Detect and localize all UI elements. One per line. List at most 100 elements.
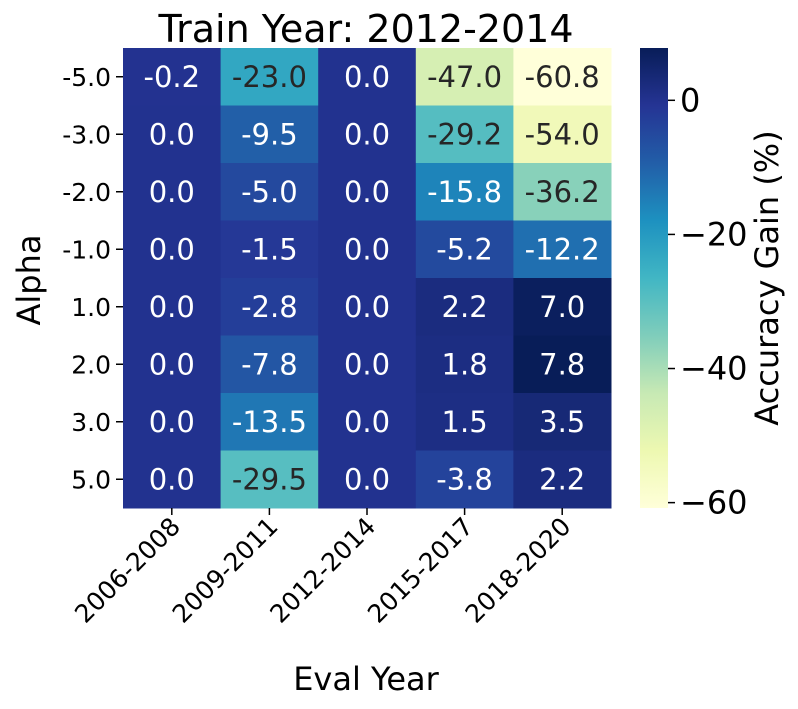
cell-value-label: 7.0 [539, 290, 585, 324]
cell-value-label: 0.0 [344, 117, 390, 151]
heatmap-cell [513, 48, 612, 106]
colorbar-tick-label: −60 [680, 484, 748, 522]
cell-value-label: -47.0 [427, 60, 502, 94]
heatmap-cell [220, 393, 319, 451]
heatmap-cell [513, 278, 612, 336]
cell-value-label: -0.2 [144, 60, 201, 94]
cell-value-label: -54.0 [525, 117, 600, 151]
cell-value-label: 2.2 [539, 462, 585, 496]
heatmap-cell [415, 48, 514, 106]
heatmap-cell [220, 220, 319, 279]
cell-value-label: -1.5 [241, 232, 298, 266]
heatmap-cell [123, 105, 222, 164]
heatmap-cell [123, 278, 222, 336]
heatmap-cell [513, 450, 612, 509]
heatmap-cell [415, 335, 514, 394]
y-tick-label: -3.0 [62, 120, 111, 149]
heatmap-cell [318, 220, 417, 279]
y-tick-label: 3.0 [71, 408, 111, 437]
heatmap-cell [318, 393, 417, 451]
cell-value-label: 0.0 [344, 60, 390, 94]
heatmap-cell [123, 450, 222, 509]
heatmap-cell [415, 220, 514, 279]
y-tick-label: -5.0 [62, 63, 111, 92]
colorbar-label: Accuracy Gain (%) [748, 130, 786, 425]
y-tick-label: -1.0 [62, 235, 111, 264]
cell-value-label: 1.5 [442, 405, 488, 439]
cell-value-label: 0.0 [149, 462, 195, 496]
cell-value-label: 0.0 [149, 405, 195, 439]
cell-value-label: -29.2 [427, 117, 502, 151]
y-axis-label: Alpha [10, 235, 48, 326]
colorbar-tick-label: −40 [680, 350, 748, 388]
cell-value-label: -9.5 [241, 117, 298, 151]
cell-value-label: 0.0 [344, 462, 390, 496]
cell-value-label: -7.8 [241, 347, 298, 381]
cell-value-label: 2.2 [442, 290, 488, 324]
cell-value-label: 0.0 [149, 175, 195, 209]
heatmap-cell [318, 48, 417, 106]
heatmap-cell [123, 393, 222, 451]
heatmap-cell [318, 163, 417, 221]
colorbar-ticks: 0 −20 −40 −60 [668, 81, 748, 522]
heatmap-cell [415, 163, 514, 221]
cell-value-label: -13.5 [232, 405, 307, 439]
heatmap-cell [318, 105, 417, 164]
heatmap-cell [415, 105, 514, 164]
cell-value-label: -12.2 [525, 232, 600, 266]
heatmap-cell [415, 393, 514, 451]
heatmap-cells: -0.2 -23.0 0.0 -47.0 -60.8 0.0 -9.5 0.0 -29.2 -54… [123, 48, 612, 509]
y-tick-label: -2.0 [62, 178, 111, 207]
heatmap-cell [318, 335, 417, 394]
heatmap-cell [220, 278, 319, 336]
x-axis-label: Eval Year [293, 660, 439, 698]
heatmap-cell [220, 335, 319, 394]
heatmap-cell [220, 450, 319, 509]
heatmap-cell [123, 163, 222, 221]
cell-value-label: -5.2 [436, 232, 493, 266]
heatmap-cell [513, 220, 612, 279]
heatmap-cell [220, 48, 319, 106]
chart-title: Train Year: 2012-2014 [157, 7, 573, 51]
cell-value-label: 0.0 [149, 117, 195, 151]
cell-value-label: -3.8 [436, 462, 493, 496]
cell-value-label: -5.0 [241, 175, 298, 209]
heatmap-cell [220, 163, 319, 221]
heatmap-cell [318, 278, 417, 336]
heatmap-cell [415, 450, 514, 509]
cell-value-label: -15.8 [427, 175, 502, 209]
cell-value-label: -29.5 [232, 462, 307, 496]
y-tick-label: 1.0 [71, 293, 111, 322]
heatmap-cell [513, 163, 612, 221]
cell-value-label: 0.0 [344, 232, 390, 266]
x-axis-ticks: 2006-20082009-20112012-20142015-20172018… [69, 508, 576, 629]
cell-value-label: 0.0 [344, 175, 390, 209]
colorbar [640, 48, 668, 508]
cell-value-label: 0.0 [149, 232, 195, 266]
cell-value-label: 7.8 [539, 347, 585, 381]
cell-value-label: 3.5 [539, 405, 585, 439]
x-tick-label: 2018-2020 [460, 512, 577, 629]
y-axis-ticks: -5.0 -3.0 -2.0 -1.0 1.0 2.0 3.0 5.0 [62, 63, 123, 494]
heatmap-cell [513, 105, 612, 164]
cell-value-label: 1.8 [442, 347, 488, 381]
heatmap-cell [513, 393, 612, 451]
cell-value-label: -36.2 [525, 175, 600, 209]
cell-value-label: 0.0 [149, 290, 195, 324]
cell-value-label: -60.8 [525, 60, 600, 94]
heatmap-cell [123, 335, 222, 394]
heatmap-cell [123, 220, 222, 279]
heatmap-cell [220, 105, 319, 164]
heatmap-cell [415, 278, 514, 336]
cell-value-label: 0.0 [344, 347, 390, 381]
cell-value-label: 0.0 [344, 405, 390, 439]
cell-value-label: 0.0 [344, 290, 390, 324]
y-tick-label: 5.0 [71, 465, 111, 494]
cell-value-label: 0.0 [149, 347, 195, 381]
heatmap-cell [318, 450, 417, 509]
cell-value-label: -23.0 [232, 60, 307, 94]
cell-value-label: -2.8 [241, 290, 298, 324]
heatmap-cell [513, 335, 612, 394]
